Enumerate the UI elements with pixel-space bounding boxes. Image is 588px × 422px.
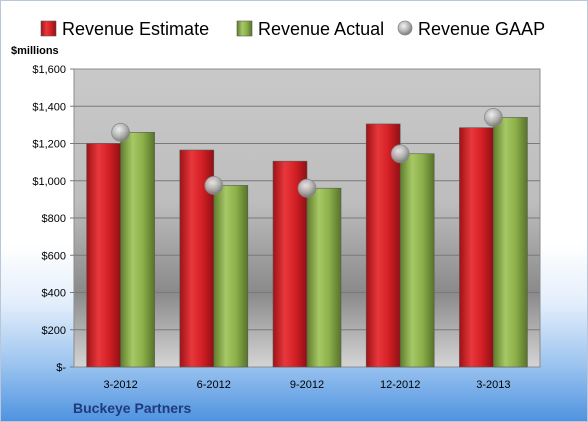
revenue-gaap-legend-label: Revenue GAAP [418,19,545,39]
legend: Revenue Estimate Revenue Actual Revenue GA… [40,19,545,39]
revenue-gaap-marker [297,178,317,198]
y-tick-label: $- [56,362,66,374]
revenue-estimate-bar [86,143,121,368]
y-tick-label: $1,000 [32,176,66,188]
revenue-actual-bar [399,153,435,368]
revenue-actual-bar [120,132,155,368]
gaap-markers [111,108,503,198]
x-tick-label: 3-2012 [103,379,137,391]
revenue-actual-bar [493,117,528,368]
bars [86,117,528,368]
y-axis: $- $200 $400 $600 $800 $1,000 $1,200 $1,400 $1,6… [32,64,74,374]
y-tick-label: $1,200 [32,139,66,151]
revenue-estimate-legend-swatch [40,20,57,37]
revenue-actual-legend-swatch [236,20,253,37]
revenue-estimate-bar [365,123,401,368]
revenue-actual-bar [306,187,342,368]
y-tick-label: $1,400 [32,101,66,113]
x-tick-label: 9-2012 [290,379,324,391]
revenue-estimate-bar [459,127,494,368]
x-axis: 3-2012 6-2012 9-2012 12-2012 3-2013 [103,379,510,391]
company-name: Buckeye Partners [73,400,192,416]
y-tick-label: $400 [42,288,66,300]
y-tick-label: $200 [42,325,66,337]
y-unit-label: $millions [11,45,59,57]
x-tick-label: 12-2012 [380,379,420,391]
x-tick-label: 3-2013 [476,379,510,391]
y-tick-label: $600 [42,250,66,262]
y-tick-label: $800 [42,213,66,225]
revenue-estimate-legend-label: Revenue Estimate [62,19,209,39]
revenue-actual-legend-label: Revenue Actual [258,19,384,39]
revenue-actual-bar [213,185,249,368]
x-tick-label: 6-2012 [197,379,231,391]
y-tick-label: $1,600 [32,64,66,76]
revenue-gaap-marker [390,144,410,164]
revenue-gaap-legend-swatch [397,20,413,36]
revenue-gaap-marker [204,176,224,195]
revenue-gaap-marker [483,108,503,127]
revenue-gaap-marker [111,122,130,142]
